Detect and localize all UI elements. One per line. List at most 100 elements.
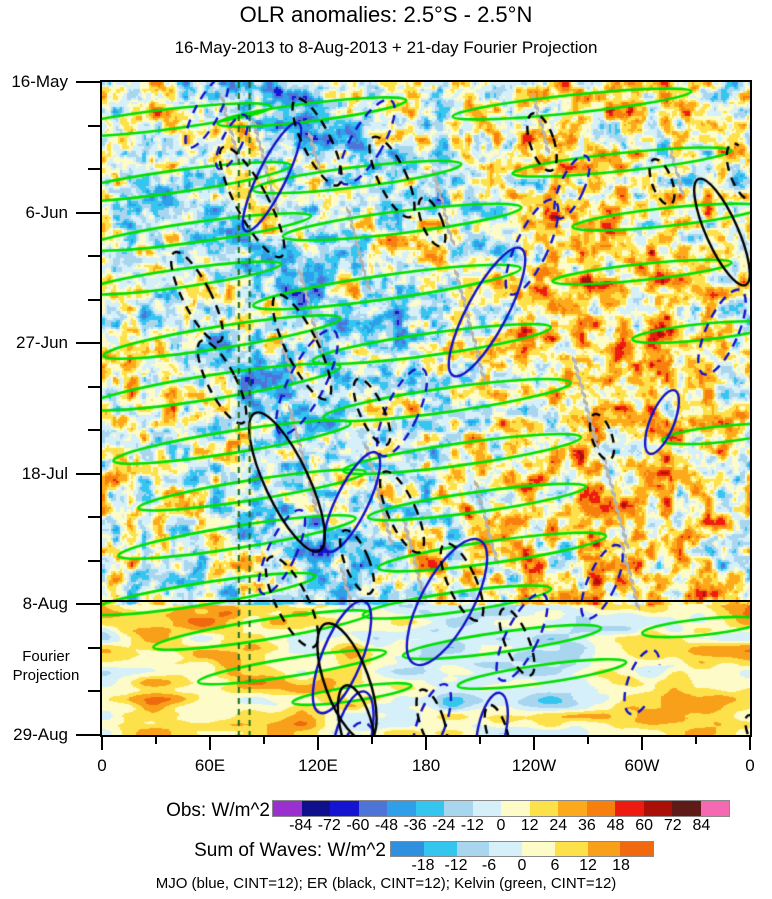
x-axis-tick-major [317,737,319,750]
y-axis-tick-minor [88,429,100,431]
colorbar-obs-swatch-4 [387,801,416,816]
colorbar-obs-tick-3: -48 [374,817,399,834]
colorbar-sum_of_waves-tick-5: 12 [579,857,597,874]
colorbar-obs-tick-1: -72 [317,817,341,834]
colorbar-sum_of_waves-swatch-0 [391,842,424,856]
x-axis-tick-major [425,737,427,750]
x-axis-tick-minor [263,737,265,744]
colorbar-obs-tick-13: 72 [663,817,682,834]
colorbar-obs-tick-12: 60 [635,817,654,834]
y-axis-label-5: 29-Aug [13,725,68,744]
colorbar-obs-tick-7: 0 [496,817,506,834]
colorbar-sum_of_waves-tick-3: 0 [517,857,527,874]
colorbar-obs-swatch-10 [558,801,587,816]
fourier-divider-line [100,600,752,602]
colorbar-obs-tick-8: 12 [520,817,539,834]
y-axis-label-3: 18-Jul [21,464,68,483]
x-axis-tick-major [209,737,211,750]
colorbar-obs-swatch-9 [529,801,558,816]
colorbar-waves-ticklabels: -18 -12 -6 0 6 12 18 [390,857,652,875]
page-title: OLR anomalies: 2.5°S - 2.5°N [239,2,533,27]
colorbar-obs-ticklabels: -84 -72 -60 -48 -36 -24 -12 0 12 24 36 48 60 72 84 [272,817,728,835]
colorbar-sum_of_waves-swatch-1 [423,842,457,856]
wave-legend-footnote: MJO (blue, CINT=12); ER (black, CINT=12)… [155,875,617,892]
colorbar-sum_of_waves-tick-0: -18 [411,857,435,874]
colorbar-sum_of_waves-swatch-4 [522,842,555,856]
colorbar-obs-tick-14: 84 [692,817,711,834]
x-axis-label-1: 60E [194,756,226,775]
colorbar-obs-swatch-15 [700,801,729,816]
fourier-projection-note: Fourier Projection [0,647,92,685]
colorbar-obs-tick-0: -84 [289,817,313,834]
y-axis-label-4: 8-Aug [22,594,68,613]
y-axis-tick-minor [88,690,100,692]
y-axis-tick-minor [88,299,100,301]
colorbar-waves-strip[interactable] [390,841,654,857]
colorbar-sum_of_waves-swatch-2 [456,842,490,856]
colorbar-sum_of_waves-swatch-3 [489,842,522,856]
fourier-note-line1: Fourier [22,648,70,666]
colorbar-sum_of_waves-tick-2: -6 [481,857,497,874]
colorbar-sum_of_waves-tick-1: -12 [444,857,468,874]
colorbar-obs-label: Obs: W/m^2 [166,800,270,821]
page-subtitle: 16-May-2013 to 8-Aug-2013 + 21-day Fouri… [174,38,598,57]
colorbar-obs-swatch-13 [643,801,672,816]
colorbar-obs-tick-11: 48 [606,817,625,834]
y-axis-tick-major [76,603,100,605]
y-axis-tick-minor [88,255,100,257]
y-axis-tick-major [76,734,100,736]
colorbar-sum_of_waves-swatch-6 [587,842,621,856]
y-axis-tick-minor [88,647,100,649]
x-axis-tick-minor [155,737,157,744]
x-axis-tick-major [533,737,535,750]
colorbar-obs-swatch-14 [672,801,701,816]
colorbar-obs-swatch-1 [301,801,330,816]
olr-anomaly-field [102,82,750,735]
y-axis-tick-major [76,473,100,475]
x-axis-tick-major [101,737,103,750]
colorbar-obs-swatch-0 [273,801,302,816]
colorbar-obs-swatch-7 [472,801,501,816]
colorbar-obs-swatch-12 [615,801,644,816]
x-axis-tick-minor [695,737,697,744]
colorbar-obs-swatch-5 [415,801,444,816]
colorbar-obs-tick-5: -24 [432,817,456,834]
colorbar-sum_of_waves-tick-6: 18 [612,857,630,874]
colorbar-obs-swatch-3 [358,801,387,816]
colorbar-obs-tick-9: 24 [549,817,568,834]
x-axis-tick-minor [371,737,373,744]
colorbar-waves-label: Sum of Waves: W/m^2 [194,840,386,861]
hovmoller-plot[interactable] [100,80,752,737]
x-axis-label-4: 120W [511,756,557,775]
colorbar-obs-tick-6: -12 [460,817,484,834]
y-axis-tick-minor [88,168,100,170]
colorbar-sum_of_waves-tick-4: 6 [550,857,560,874]
y-axis-label-1: 6-Jun [25,203,68,222]
y-axis-tick-minor [88,560,100,562]
x-axis-label-6: 0 [745,756,755,775]
colorbar-obs-strip[interactable] [272,800,730,817]
y-axis-label-2: 27-Jun [16,333,68,352]
colorbar-obs-swatch-6 [444,801,473,816]
colorbar-obs-tick-2: -60 [346,817,370,834]
y-axis-tick-major [76,342,100,344]
x-axis-label-3: 180 [411,756,441,775]
colorbar-obs-swatch-8 [501,801,530,816]
x-axis-label-0: 0 [97,756,107,775]
x-axis-tick-minor [587,737,589,744]
y-axis-tick-minor [88,386,100,388]
x-axis-tick-major [641,737,643,750]
x-axis-label-2: 120E [298,756,338,775]
colorbar-sum_of_waves-swatch-7 [620,842,653,856]
y-axis-tick-minor [88,125,100,127]
y-axis-label-0: 16-May [11,72,68,91]
x-axis-tick-minor [479,737,481,744]
y-axis-tick-minor [88,516,100,518]
colorbar-obs-swatch-2 [330,801,359,816]
y-axis-tick-major [76,212,100,214]
x-axis-tick-major [749,737,751,750]
colorbar-obs-tick-10: 36 [577,817,596,834]
colorbar-sum_of_waves-swatch-5 [554,842,588,856]
colorbar-obs-swatch-11 [586,801,615,816]
colorbar-obs-tick-4: -36 [403,817,427,834]
